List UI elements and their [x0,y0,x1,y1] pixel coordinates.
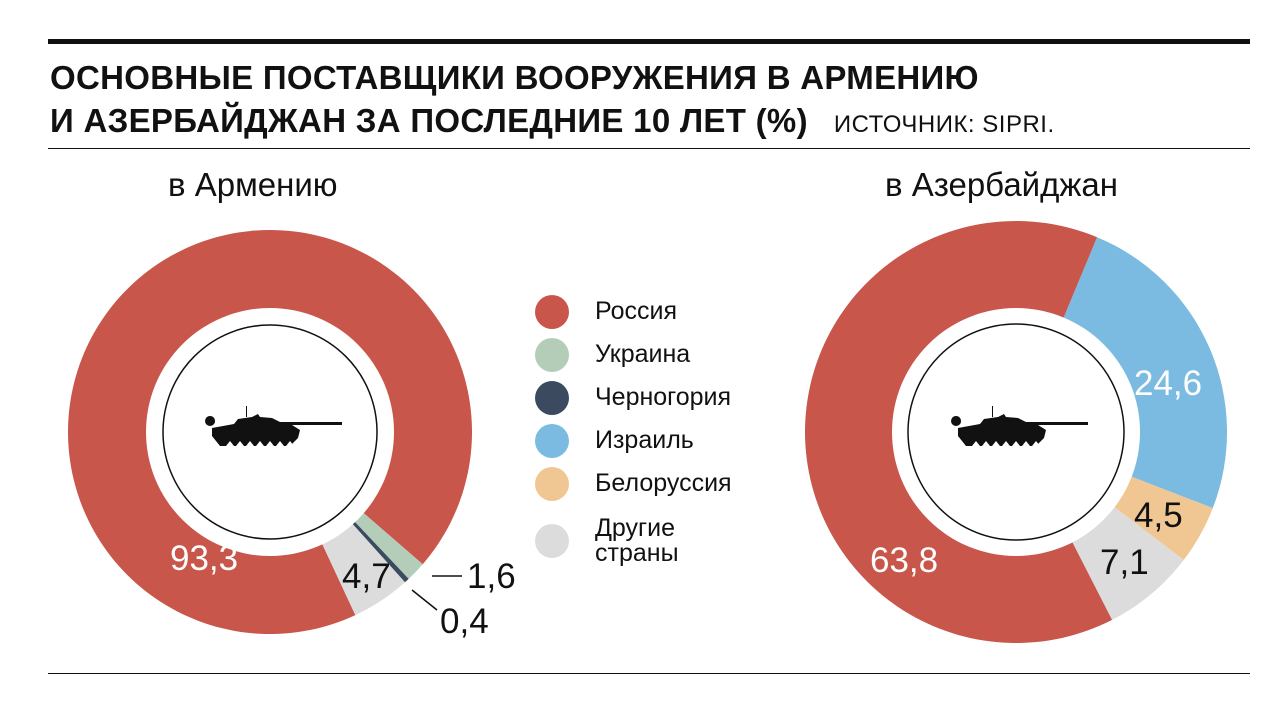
legend-label: Израиль [595,426,694,454]
top-rule [48,39,1250,44]
legend: Россия Украина Черногория Израиль Белору… [535,290,732,571]
legend-item-israel: Израиль [535,419,732,462]
slice-label: 0,4 [440,602,489,641]
slice-label: 4,7 [342,557,391,596]
slice-label: 24,6 [1134,364,1202,403]
title-line-1: ОСНОВНЫЕ ПОСТАВЩИКИ ВООРУЖЕНИЯ В АРМЕНИЮ [50,59,979,96]
armenia-chart-title: в Армению [168,166,338,203]
legend-swatch [535,380,569,415]
slice-label: 4,5 [1134,496,1183,535]
tank-icon [951,406,1088,446]
legend-item-belarus: Белоруссия [535,462,732,505]
legend-swatch [535,423,569,458]
legend-swatch [535,294,569,329]
chart-title: ОСНОВНЫЕ ПОСТАВЩИКИ ВООРУЖЕНИЯ В АРМЕНИЮ… [50,56,1055,146]
legend-item-other: Другие страны [535,511,732,571]
legend-swatch [535,466,569,501]
legend-label: Белоруссия [595,469,732,497]
slice-label: 1,6 [467,557,516,596]
divider [48,148,1250,149]
slice-label: 63,8 [870,541,938,580]
legend-swatch [535,524,569,558]
legend-label: Черногория [595,383,732,411]
bottom-rule [48,673,1250,674]
legend-item-russia: Россия [535,290,732,333]
legend-label: Другие страны [595,514,679,567]
legend-label: Россия [595,297,677,325]
legend-swatch [535,337,569,372]
source-note: ИСТОЧНИК: SIPRI. [833,111,1055,138]
legend-label: Украина [595,340,691,368]
tank-icon [205,406,342,446]
azerbaijan-chart-title: в Азербайджан [885,166,1119,203]
slice-label: 7,1 [1100,543,1149,582]
legend-item-ukraine: Украина [535,333,732,376]
title-line-2: И АЗЕРБАЙДЖАН ЗА ПОСЛЕДНИЕ 10 ЛЕТ (%) [50,102,808,139]
legend-item-montenegro: Черногория [535,376,732,419]
slice-label: 93,3 [170,539,238,578]
leader-line [411,589,438,611]
